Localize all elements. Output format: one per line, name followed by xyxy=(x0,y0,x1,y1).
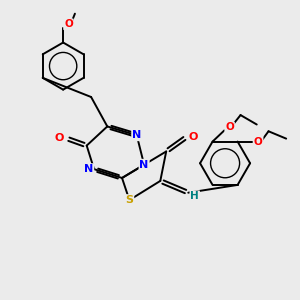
Text: O: O xyxy=(64,19,73,29)
Text: S: S xyxy=(125,195,134,205)
Text: N: N xyxy=(132,130,141,140)
Text: N: N xyxy=(140,160,149,170)
Text: O: O xyxy=(225,122,234,132)
Text: N: N xyxy=(84,164,93,174)
Text: O: O xyxy=(254,136,262,147)
Text: O: O xyxy=(55,133,64,143)
Text: H: H xyxy=(190,191,199,201)
Text: O: O xyxy=(189,132,198,142)
